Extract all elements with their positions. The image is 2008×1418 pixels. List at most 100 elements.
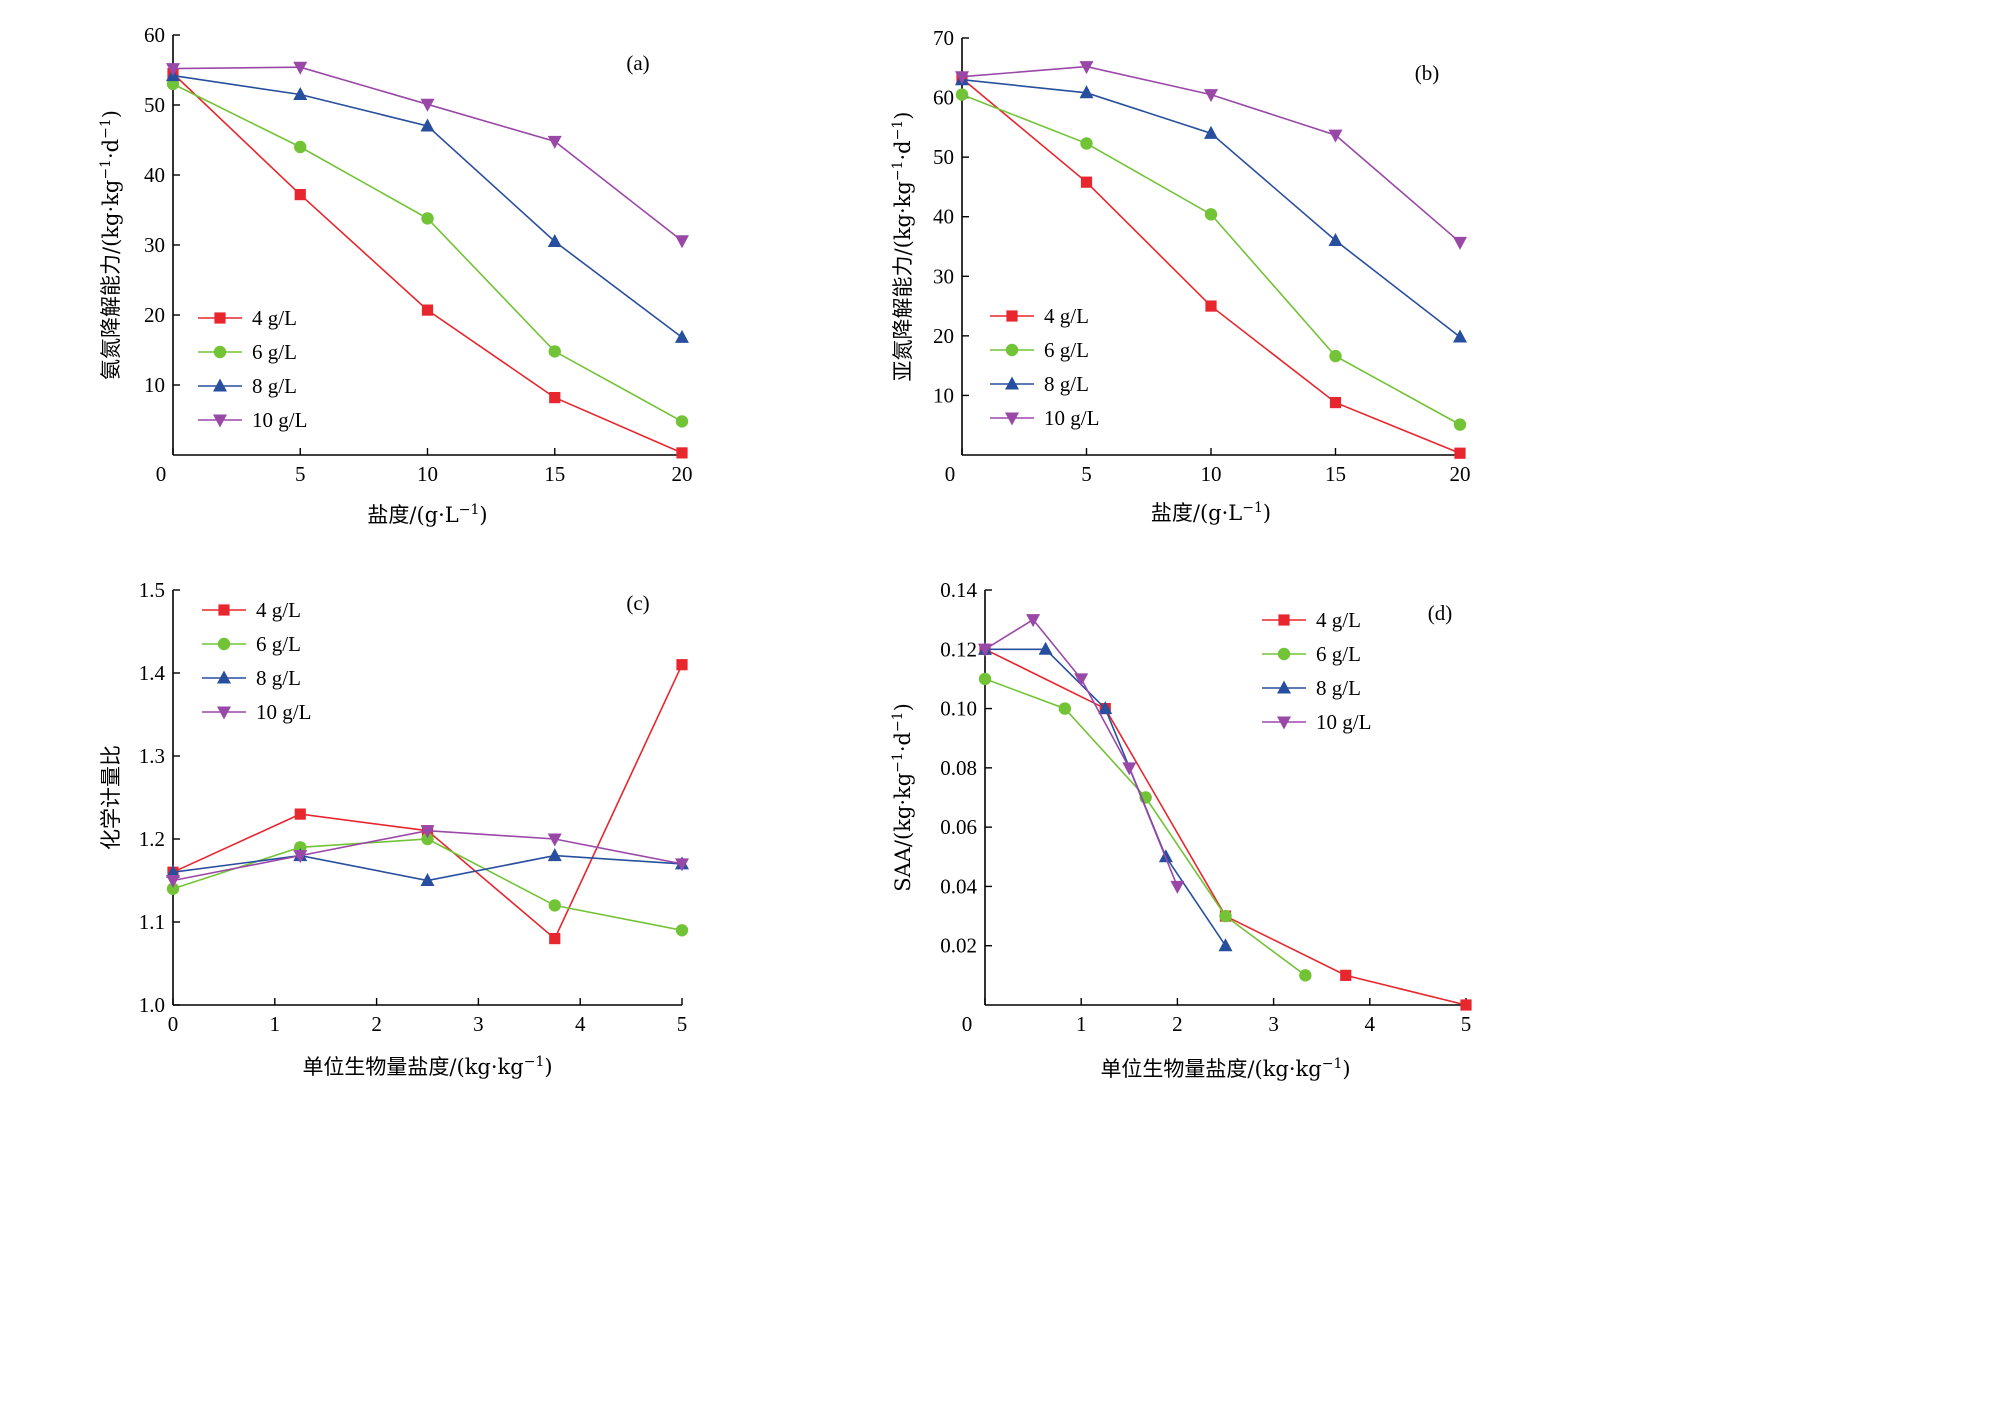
data-point bbox=[675, 235, 689, 249]
y-tick-label: 0.14 bbox=[940, 578, 977, 602]
data-point bbox=[675, 858, 689, 872]
x-tick-label: 10 bbox=[417, 462, 438, 486]
x-tick-label: 2 bbox=[371, 1012, 382, 1036]
data-point bbox=[1204, 89, 1218, 103]
legend-item: 10 g/L bbox=[1262, 710, 1371, 734]
legend-item: 6 g/L bbox=[990, 338, 1089, 362]
y-axis-title: 化学计量比 bbox=[99, 745, 123, 850]
legend: 4 g/L 6 g/L 8 g/L 10 g/L bbox=[198, 306, 307, 432]
legend-label: 10 g/L bbox=[1044, 406, 1099, 430]
series-10gL bbox=[955, 61, 1467, 250]
data-point bbox=[955, 88, 969, 101]
data-point bbox=[978, 643, 992, 657]
x-tick-label: 0 bbox=[962, 1012, 973, 1036]
legend-marker bbox=[1005, 412, 1019, 426]
legend-item: 8 g/L bbox=[198, 374, 297, 398]
x-tick-label: 5 bbox=[1461, 1012, 1472, 1036]
data-point bbox=[294, 808, 306, 820]
y-axis-title: 氨氮降解能力/(kg·kg−1·d−1) bbox=[98, 110, 123, 380]
y-tick-label: 0.10 bbox=[940, 697, 977, 721]
data-point bbox=[1074, 673, 1089, 687]
data-point bbox=[676, 659, 688, 671]
legend-label: 10 g/L bbox=[1316, 710, 1371, 734]
y-tick-label: 0.12 bbox=[940, 637, 977, 661]
series-4gL bbox=[979, 643, 1472, 1011]
series-8gL bbox=[978, 641, 1233, 952]
legend-marker bbox=[213, 378, 227, 392]
legend-item: 4 g/L bbox=[202, 598, 301, 622]
legend-label: 6 g/L bbox=[1316, 642, 1361, 666]
x-tick-label: 20 bbox=[1450, 462, 1471, 486]
y-tick-label: 1.2 bbox=[139, 827, 165, 851]
x-axis-title: 单位生物量盐度/(kg·kg−1) bbox=[302, 1054, 552, 1079]
legend-label: 8 g/L bbox=[256, 666, 301, 690]
y-tick-label: 60 bbox=[144, 23, 165, 47]
data-point bbox=[1340, 969, 1352, 981]
data-point bbox=[1205, 300, 1217, 312]
data-point bbox=[547, 234, 562, 247]
legend-label: 8 g/L bbox=[252, 374, 297, 398]
x-tick-label: 5 bbox=[677, 1012, 688, 1036]
data-point bbox=[675, 415, 689, 428]
data-point bbox=[1098, 701, 1113, 715]
x-tick-label: 5 bbox=[295, 462, 306, 486]
y-tick-label: 0.06 bbox=[940, 815, 977, 839]
series-6gL bbox=[955, 88, 1467, 431]
x-tick-label: 0 bbox=[168, 1012, 179, 1036]
y-tick-label: 50 bbox=[933, 145, 954, 169]
y-tick-label: 60 bbox=[933, 86, 954, 110]
data-point bbox=[1122, 762, 1137, 776]
series-line bbox=[172, 664, 683, 940]
x-tick-label: 15 bbox=[544, 462, 565, 486]
data-point bbox=[1460, 999, 1472, 1011]
legend-marker bbox=[217, 637, 231, 651]
legend-label: 8 g/L bbox=[1316, 676, 1361, 700]
x-tick-label: 3 bbox=[1268, 1012, 1279, 1036]
legend-label: 10 g/L bbox=[252, 408, 307, 432]
legend-marker bbox=[1005, 343, 1019, 357]
data-point bbox=[421, 832, 434, 846]
data-point bbox=[1079, 61, 1094, 75]
legend-label: 4 g/L bbox=[1316, 608, 1361, 632]
legend: 4 g/L 6 g/L 8 g/L 10 g/L bbox=[202, 598, 311, 724]
legend-label: 6 g/L bbox=[256, 632, 301, 656]
legend-item: 4 g/L bbox=[990, 304, 1089, 328]
data-point bbox=[1453, 236, 1467, 250]
legend-label: 10 g/L bbox=[256, 700, 311, 724]
legend-marker bbox=[213, 414, 227, 428]
x-tick-label: 1 bbox=[270, 1012, 281, 1036]
legend-item: 8 g/L bbox=[1262, 676, 1361, 700]
x-tick-label: 10 bbox=[1201, 462, 1222, 486]
y-tick-label: 0.04 bbox=[940, 874, 977, 898]
y-tick-label: 20 bbox=[144, 303, 165, 327]
legend-item: 6 g/L bbox=[202, 632, 301, 656]
legend-label: 4 g/L bbox=[256, 598, 301, 622]
data-point bbox=[166, 875, 180, 888]
legend-label: 4 g/L bbox=[252, 306, 297, 330]
chart-panel-a: 0 5 10 15 20 10 20 30 40 50 60 盐度/(g·L−1) 氨氮降解能力/(kg… bbox=[98, 23, 693, 527]
x-tick-label: 4 bbox=[575, 1012, 586, 1036]
series-line bbox=[985, 648, 1227, 947]
data-point bbox=[1453, 418, 1467, 431]
data-point bbox=[1080, 176, 1093, 188]
data-point bbox=[1329, 396, 1342, 409]
legend-label: 6 g/L bbox=[1044, 338, 1089, 362]
series-line bbox=[961, 93, 1461, 426]
legend-item: 10 g/L bbox=[198, 408, 307, 432]
y-tick-label: 10 bbox=[933, 383, 954, 407]
legend-marker bbox=[1005, 376, 1019, 390]
x-axis-title: 盐度/(g·L−1) bbox=[367, 502, 487, 527]
series-6gL bbox=[978, 672, 1312, 982]
data-point bbox=[1454, 447, 1466, 459]
data-point bbox=[1204, 208, 1218, 221]
data-point bbox=[1170, 880, 1185, 894]
data-point bbox=[166, 864, 180, 878]
y-tick-label: 1.3 bbox=[139, 744, 165, 768]
data-point bbox=[1204, 125, 1218, 139]
y-tick-label: 1.0 bbox=[139, 993, 165, 1017]
data-point bbox=[420, 873, 435, 886]
series-10gL bbox=[166, 825, 689, 888]
legend: 4 g/L 6 g/L 8 g/L 10 g/L bbox=[1262, 608, 1371, 734]
legend-marker bbox=[217, 706, 231, 720]
legend-label: 8 g/L bbox=[1044, 372, 1089, 396]
